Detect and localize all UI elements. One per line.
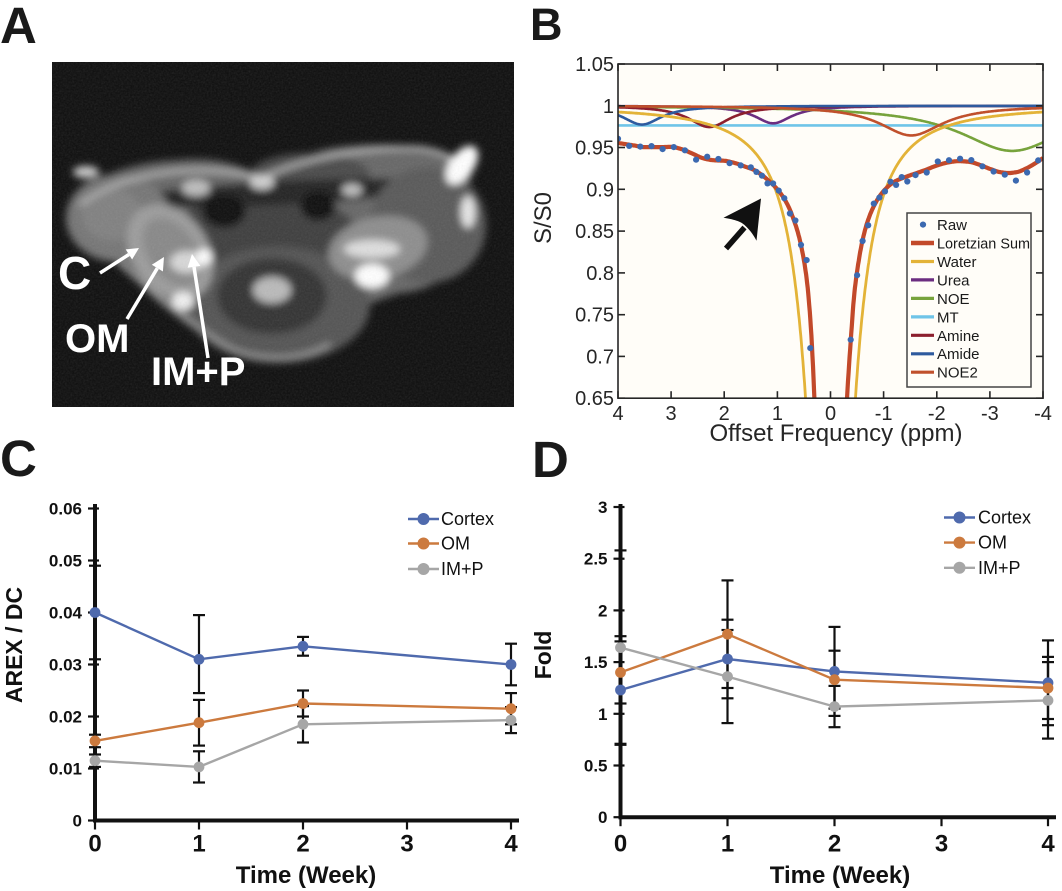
svg-text:Cortex: Cortex bbox=[441, 509, 494, 529]
svg-text:C: C bbox=[0, 430, 37, 487]
svg-text:A: A bbox=[0, 0, 37, 54]
svg-text:0.5: 0.5 bbox=[584, 757, 608, 776]
svg-text:2: 2 bbox=[828, 831, 841, 858]
svg-text:0.85: 0.85 bbox=[575, 221, 614, 243]
svg-text:Amine: Amine bbox=[937, 328, 980, 345]
svg-text:0.04: 0.04 bbox=[49, 604, 83, 623]
svg-text:IM+P: IM+P bbox=[441, 559, 484, 579]
svg-text:0.06: 0.06 bbox=[49, 500, 82, 519]
svg-text:D: D bbox=[532, 431, 569, 488]
svg-text:1.05: 1.05 bbox=[575, 54, 614, 76]
svg-text:Loretzian Sum: Loretzian Sum bbox=[937, 236, 1030, 253]
svg-text:Cortex: Cortex bbox=[978, 508, 1031, 528]
svg-text:0.03: 0.03 bbox=[49, 656, 82, 675]
svg-text:NOE: NOE bbox=[937, 291, 970, 308]
svg-text:Water: Water bbox=[937, 254, 976, 271]
svg-text:2: 2 bbox=[296, 831, 309, 858]
svg-text:0.7: 0.7 bbox=[586, 346, 614, 368]
svg-text:Offset Frequency (ppm): Offset Frequency (ppm) bbox=[710, 420, 963, 447]
svg-text:NOE2: NOE2 bbox=[937, 365, 978, 382]
svg-text:IM+P: IM+P bbox=[151, 350, 245, 394]
svg-text:2: 2 bbox=[598, 601, 607, 620]
svg-text:0.02: 0.02 bbox=[49, 708, 82, 727]
svg-text:B: B bbox=[530, 0, 563, 50]
svg-text:0: 0 bbox=[598, 808, 607, 827]
svg-text:3: 3 bbox=[598, 498, 607, 517]
svg-text:0.65: 0.65 bbox=[575, 388, 614, 410]
svg-text:1: 1 bbox=[772, 403, 783, 425]
svg-text:0.9: 0.9 bbox=[586, 179, 614, 201]
svg-text:4: 4 bbox=[1041, 831, 1055, 858]
svg-text:2.5: 2.5 bbox=[584, 550, 608, 569]
svg-text:IM+P: IM+P bbox=[978, 558, 1021, 578]
svg-text:-2: -2 bbox=[928, 403, 946, 425]
svg-text:3: 3 bbox=[666, 403, 677, 425]
svg-text:1.5: 1.5 bbox=[584, 653, 608, 672]
svg-text:MT: MT bbox=[937, 309, 959, 326]
svg-text:4: 4 bbox=[504, 831, 518, 858]
svg-text:0.05: 0.05 bbox=[49, 552, 82, 571]
svg-text:-4: -4 bbox=[1034, 403, 1052, 425]
svg-text:1: 1 bbox=[603, 96, 614, 118]
svg-text:S/S0: S/S0 bbox=[530, 192, 557, 244]
svg-text:1: 1 bbox=[598, 705, 607, 724]
svg-text:OM: OM bbox=[441, 534, 470, 554]
svg-text:AREX / DC: AREX / DC bbox=[1, 587, 27, 703]
svg-text:OM: OM bbox=[65, 317, 129, 361]
svg-text:3: 3 bbox=[400, 831, 413, 858]
svg-text:0: 0 bbox=[825, 403, 836, 425]
svg-text:3: 3 bbox=[935, 831, 948, 858]
svg-text:-3: -3 bbox=[981, 403, 999, 425]
svg-text:C: C bbox=[58, 247, 91, 299]
svg-text:Urea: Urea bbox=[937, 272, 970, 289]
svg-text:OM: OM bbox=[978, 533, 1007, 553]
svg-text:4: 4 bbox=[612, 403, 623, 425]
svg-text:0: 0 bbox=[73, 812, 82, 831]
svg-text:1: 1 bbox=[721, 831, 734, 858]
svg-text:1: 1 bbox=[192, 831, 205, 858]
svg-text:2: 2 bbox=[719, 403, 730, 425]
svg-text:Fold: Fold bbox=[530, 631, 556, 680]
svg-text:0.8: 0.8 bbox=[586, 263, 614, 285]
svg-text:0.95: 0.95 bbox=[575, 138, 614, 160]
svg-text:-1: -1 bbox=[875, 403, 893, 425]
svg-text:Amide: Amide bbox=[937, 346, 980, 363]
svg-text:0: 0 bbox=[614, 831, 627, 858]
svg-text:Time (Week): Time (Week) bbox=[236, 862, 377, 889]
svg-text:0.01: 0.01 bbox=[49, 760, 82, 779]
svg-text:0.75: 0.75 bbox=[575, 305, 614, 327]
svg-text:Raw: Raw bbox=[937, 217, 967, 234]
svg-text:0: 0 bbox=[88, 831, 101, 858]
svg-text:Time (Week): Time (Week) bbox=[770, 862, 911, 889]
